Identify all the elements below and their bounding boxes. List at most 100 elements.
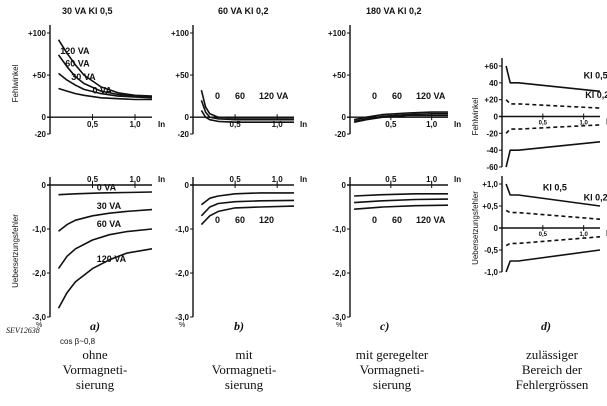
y-tick-label-d-bottom-0: +1,0	[482, 180, 498, 189]
y-tick-label-a-top-0: +100	[28, 29, 47, 38]
caption-line-a-1: Vormagneti-	[63, 362, 128, 377]
panel-title-c: 180 VA Kl 0,2	[366, 6, 422, 16]
y-tick-label-c-top-2: 0	[342, 113, 347, 122]
series-label-b-top-2: 120 VA	[259, 91, 289, 101]
y-tick-label-d-bottom-1: +0,5	[482, 202, 498, 211]
series-line-a-top-1	[57, 54, 153, 98]
unit-label-c-bottom: %	[336, 322, 342, 329]
y-tick-label-a-top-2: 0	[42, 113, 47, 122]
series-label-b-top-0: 0	[215, 91, 220, 101]
series-line-c-bottom-0	[354, 193, 448, 197]
y-tick-label-d-top-6: -60	[486, 163, 498, 172]
y-tick-label-c-top-0: +100	[328, 29, 347, 38]
x-tick-label-d-bottom-0: 0,5	[539, 232, 548, 238]
y-tick-label-d-top-0: +60	[484, 62, 498, 71]
y-tick-label-d-bottom-4: -1,0	[484, 268, 498, 277]
x-tick-label-c-top-1: 1,0	[426, 120, 438, 129]
y-tick-label-c-top-1: +50	[332, 71, 346, 80]
series-line-c-bottom-2	[354, 204, 449, 210]
series-line-d-top-2	[505, 124, 601, 134]
series-label-d-bottom-1: Kl 0,2	[584, 193, 607, 203]
y-axis-label-a-bottom: Uebersetzungsfehler	[11, 214, 20, 288]
y-tick-label-a-bottom-3: -3,0	[32, 313, 46, 322]
series-line-a-bottom-3	[57, 248, 153, 309]
series-line-a-top-3	[58, 87, 152, 101]
panel-label-a: a)	[90, 319, 100, 333]
y-axis-label-d-top: Fehlwinkel	[471, 97, 480, 135]
cos-beta-label: cos β~0,8	[60, 337, 96, 346]
series-label-a-top-1: 60 VA	[65, 59, 90, 69]
series-line-c-top-1	[353, 113, 448, 123]
y-tick-label-b-top-2: 0	[185, 113, 190, 122]
series-label-c-bottom-0: 0	[372, 215, 377, 225]
y-tick-label-b-bottom-0: 0	[185, 181, 190, 190]
series-label-a-top-3: 0 VA	[93, 86, 113, 96]
x-tick-label-c-bottom-1: 1,0	[426, 175, 438, 184]
x-tick-label-b-top-1: 1,0	[272, 120, 284, 129]
series-label-a-bottom-3: 120 VA	[97, 254, 127, 264]
series-line-d-top-1	[505, 99, 601, 109]
y-tick-label-b-bottom-1: -1,0	[175, 225, 189, 234]
series-label-b-bottom-2: 120	[259, 215, 274, 225]
caption-line-b-0: mit	[235, 347, 253, 362]
series-line-a-bottom-2	[57, 228, 153, 270]
x-axis-label-c-bottom: In	[454, 175, 461, 184]
series-label-b-top-1: 60	[235, 91, 245, 101]
series-line-d-top-3	[505, 141, 601, 168]
y-tick-label-c-bottom-1: -1,0	[332, 225, 346, 234]
x-tick-label-a-bottom-1: 1,0	[129, 175, 141, 184]
x-tick-label-d-bottom-1: 1,0	[579, 232, 588, 238]
series-line-a-top-0	[57, 39, 153, 97]
caption-line-a-2: sierung	[76, 377, 115, 392]
y-tick-label-b-bottom-2: -2,0	[175, 269, 189, 278]
caption-line-b-1: Vormagneti-	[212, 362, 277, 377]
panel-label-c: c)	[380, 319, 389, 333]
y-tick-label-c-bottom-3: -3,0	[332, 313, 346, 322]
series-line-c-top-2	[353, 114, 448, 123]
x-axis-label-c-top: In	[454, 120, 461, 129]
x-axis-label-a-top: In	[158, 120, 165, 129]
source-reference: SEV12638	[6, 326, 40, 335]
y-tick-label-c-bottom-0: 0	[342, 181, 347, 190]
y-tick-label-a-top-1: +50	[32, 71, 46, 80]
unit-label-b-bottom: %	[179, 322, 185, 329]
x-tick-label-c-top-0: 0,5	[385, 120, 397, 129]
panel-title-a: 30 VA Kl 0,5	[62, 6, 113, 16]
series-line-a-top-2	[58, 72, 153, 99]
series-line-d-bottom-0	[505, 183, 601, 207]
y-tick-label-d-top-5: -40	[486, 146, 498, 155]
y-tick-label-d-top-3: 0	[494, 113, 499, 122]
caption-line-d-1: Bereich der	[522, 362, 583, 377]
x-tick-label-d-top-1: 1,0	[579, 121, 588, 127]
y-tick-label-b-top-0: +100	[171, 29, 190, 38]
series-line-a-bottom-0	[58, 191, 153, 196]
series-label-b-bottom-0: 0	[215, 215, 220, 225]
series-line-b-top-0	[200, 90, 294, 119]
caption-line-d-2: Fehlergrössen	[516, 377, 589, 392]
x-axis-label-a-bottom: In	[158, 175, 165, 184]
panel-label-d: d)	[541, 319, 551, 333]
x-tick-label-b-top-0: 0,5	[230, 120, 242, 129]
series-label-a-top-2: 30 VA	[71, 72, 96, 82]
y-tick-label-c-bottom-2: -2,0	[332, 269, 346, 278]
caption-line-b-2: sierung	[225, 377, 264, 392]
y-tick-label-b-bottom-3: -3,0	[175, 313, 189, 322]
x-tick-label-d-top-0: 0,5	[539, 121, 548, 127]
x-tick-label-a-top-1: 1,0	[129, 120, 141, 129]
x-tick-label-a-top-0: 0,5	[87, 120, 99, 129]
series-line-b-bottom-0	[200, 192, 294, 206]
x-tick-label-b-bottom-0: 0,5	[230, 175, 242, 184]
series-line-a-bottom-1	[58, 208, 153, 232]
series-label-d-top-1: Kl 0,2	[585, 90, 607, 100]
series-label-c-top-2: 120 VA	[416, 91, 446, 101]
caption-line-c-2: sierung	[373, 377, 412, 392]
y-axis-label-d-bottom: Uebersetzungsfehler	[471, 191, 480, 265]
series-label-d-top-0: Kl 0,5	[584, 71, 607, 81]
series-label-c-bottom-2: 120 VA	[416, 215, 446, 225]
series-label-b-bottom-1: 60	[235, 215, 245, 225]
series-label-a-bottom-1: 30 VA	[97, 201, 122, 211]
caption-line-c-0: mit geregelter	[356, 347, 429, 362]
y-tick-label-a-bottom-1: -1,0	[32, 225, 46, 234]
series-line-d-bottom-2	[505, 236, 601, 247]
panel-label-b: b)	[234, 319, 244, 333]
